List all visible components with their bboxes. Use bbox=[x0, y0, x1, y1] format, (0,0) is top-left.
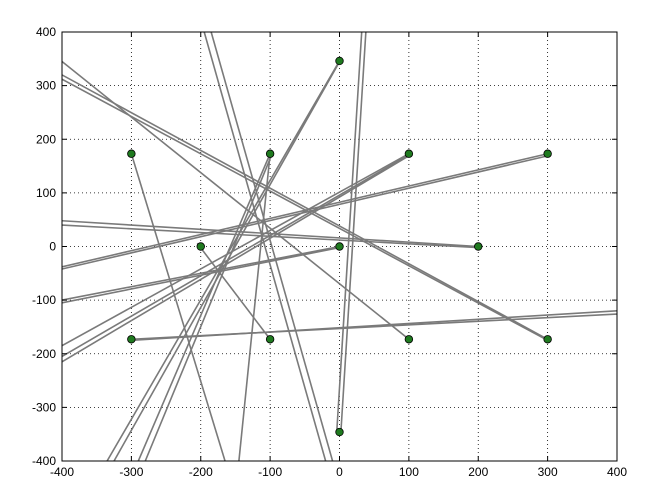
ray-line bbox=[62, 74, 549, 340]
y-tick-label: 300 bbox=[36, 79, 56, 93]
x-tick-label: -200 bbox=[189, 465, 213, 479]
ray-line bbox=[137, 153, 271, 461]
data-point bbox=[335, 427, 344, 437]
grid bbox=[62, 32, 617, 461]
ray-line bbox=[62, 245, 340, 301]
x-tick-label: 200 bbox=[468, 465, 488, 479]
y-tick-label: -100 bbox=[32, 293, 56, 307]
y-tick-label: 200 bbox=[36, 132, 56, 146]
ray-line bbox=[62, 60, 410, 340]
ray-lines bbox=[62, 32, 617, 461]
ray-line bbox=[238, 153, 271, 461]
data-point bbox=[335, 56, 344, 66]
ray-line bbox=[62, 152, 548, 268]
x-tick-labels: -400 -300 -200 -100 0 100 200 300 400 bbox=[50, 465, 627, 479]
data-point bbox=[196, 242, 205, 251]
axis-ticks bbox=[61, 31, 618, 462]
ray-line bbox=[62, 219, 479, 248]
ray-line bbox=[62, 155, 548, 270]
data-point bbox=[265, 149, 275, 158]
data-point bbox=[127, 335, 136, 344]
y-tick-label: 100 bbox=[36, 186, 56, 200]
x-tick-label: -100 bbox=[258, 465, 282, 479]
x-tick-label: -400 bbox=[50, 465, 74, 479]
ray-line bbox=[62, 153, 410, 347]
data-point bbox=[474, 242, 483, 251]
ray-line bbox=[131, 313, 617, 341]
ray-line bbox=[196, 242, 271, 340]
ray-line bbox=[340, 32, 367, 433]
y-tick-labels: -400 -300 -200 -100 0 100 200 300 400 bbox=[32, 25, 56, 468]
y-tick-label: -200 bbox=[32, 347, 56, 361]
ray-line bbox=[62, 154, 410, 358]
y-tick-label: 400 bbox=[36, 25, 56, 39]
x-tick-label: 0 bbox=[336, 465, 343, 479]
ray-line bbox=[144, 155, 273, 461]
data-point bbox=[404, 149, 414, 158]
data-points bbox=[127, 56, 552, 437]
ray-line bbox=[113, 63, 339, 461]
y-tick-label: 0 bbox=[49, 240, 56, 254]
ray-line bbox=[130, 153, 226, 461]
x-tick-label: 400 bbox=[607, 465, 627, 479]
data-point bbox=[404, 335, 414, 344]
data-point bbox=[543, 335, 552, 344]
data-point bbox=[265, 335, 275, 344]
data-point bbox=[543, 149, 552, 158]
y-tick-label: -300 bbox=[32, 400, 56, 414]
y-tick-label: -400 bbox=[32, 454, 56, 468]
x-tick-label: 300 bbox=[538, 465, 558, 479]
data-point bbox=[127, 149, 136, 158]
x-tick-label: -300 bbox=[119, 465, 143, 479]
ray-line bbox=[62, 155, 410, 363]
ray-line bbox=[210, 32, 334, 461]
x-tick-label: 100 bbox=[399, 465, 419, 479]
ray-line bbox=[203, 32, 327, 461]
data-point bbox=[335, 242, 344, 251]
